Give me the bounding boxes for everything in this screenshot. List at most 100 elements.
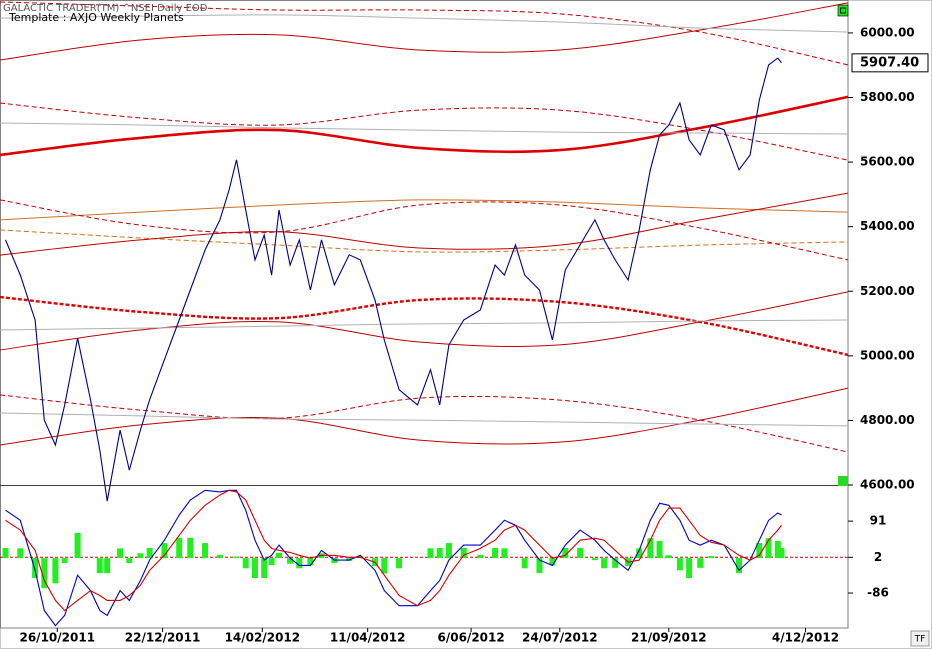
histogram-bar xyxy=(187,537,194,559)
histogram-bar xyxy=(647,538,654,559)
histogram-bar xyxy=(492,547,499,559)
x-tick-label: 22/12/2011 xyxy=(125,631,201,645)
histogram-bar xyxy=(32,558,39,579)
histogram-bar xyxy=(202,543,209,559)
x-tick-label: 26/10/2011 xyxy=(19,631,95,645)
histogram-bar xyxy=(436,547,443,559)
histogram-bar xyxy=(146,547,153,559)
histogram-bar xyxy=(656,541,663,559)
planet-line xyxy=(0,387,849,446)
histogram-bar xyxy=(774,541,781,559)
planet-line xyxy=(0,192,849,256)
x-tick-label: 6/06/2012 xyxy=(438,631,505,645)
planet-line xyxy=(0,291,849,351)
histogram-bar xyxy=(52,558,59,584)
planet-line xyxy=(0,1,849,66)
y-tick-label: 5800.00 xyxy=(860,90,915,104)
x-tick-label: 21/09/2012 xyxy=(631,631,707,645)
planet-line xyxy=(0,319,849,331)
histogram-bar xyxy=(96,558,103,574)
histogram-bar xyxy=(287,558,294,564)
y-tick-label: 4800.00 xyxy=(860,413,915,427)
histogram-bar xyxy=(676,558,683,571)
histogram-bar xyxy=(17,548,24,559)
histogram-bar xyxy=(233,556,240,559)
histogram-bar xyxy=(61,558,68,563)
histogram-bar xyxy=(307,558,314,566)
last-price-box xyxy=(851,53,929,73)
planet-line xyxy=(0,122,849,135)
planet-line xyxy=(0,199,849,261)
y-tick-label: 5000.00 xyxy=(860,348,915,362)
histogram-bar xyxy=(756,543,763,559)
histogram-bar xyxy=(549,558,556,566)
histogram-bar xyxy=(591,558,598,561)
histogram-bar xyxy=(261,558,268,579)
series-line xyxy=(5,489,782,627)
histogram-bar xyxy=(161,543,168,559)
histogram-bar xyxy=(536,558,543,574)
planet-line xyxy=(0,2,849,61)
y-tick-label: 5600.00 xyxy=(860,155,915,169)
planet-line xyxy=(0,229,849,253)
histogram-bar xyxy=(601,558,608,569)
x-tick-label: 11/04/2012 xyxy=(330,631,406,645)
y-tick-label: 5400.00 xyxy=(860,219,915,233)
histogram-bar xyxy=(735,558,742,574)
last-price-label: 5907.40 xyxy=(860,55,919,70)
planet-line xyxy=(0,412,849,427)
histogram-bar xyxy=(765,538,772,559)
histogram-bar xyxy=(445,543,452,559)
tf-label: TF xyxy=(914,635,926,645)
histogram-bar xyxy=(562,547,569,559)
x-tick-label: 4/12/2012 xyxy=(772,631,839,645)
histogram-bar xyxy=(126,558,133,563)
histogram-bar xyxy=(665,555,672,559)
series-line xyxy=(4,57,782,502)
histogram-bar xyxy=(176,537,183,559)
y-tick-label: 4600.00 xyxy=(860,478,915,492)
planet-line xyxy=(0,14,849,33)
planet-line xyxy=(0,199,849,221)
histogram-bar xyxy=(477,554,484,559)
histogram-bar xyxy=(427,548,434,559)
y-tick-label: 91 xyxy=(870,514,887,528)
histogram-bar xyxy=(521,558,528,569)
histogram-bar xyxy=(708,556,715,559)
histogram-bar xyxy=(137,553,144,559)
planet-line xyxy=(0,95,849,157)
histogram-bar xyxy=(74,532,81,559)
y-tick-label: 2 xyxy=(874,550,882,564)
histogram-bar xyxy=(275,552,282,559)
marks xyxy=(0,1,929,632)
corner-icon xyxy=(840,7,846,14)
corner-button[interactable] xyxy=(837,4,849,17)
plot-border xyxy=(0,0,849,629)
histogram-bar xyxy=(501,548,508,559)
histogram-bar xyxy=(117,548,124,559)
histogram-bar xyxy=(778,547,785,559)
histogram-bar xyxy=(104,558,111,574)
histogram-bar xyxy=(2,547,9,559)
histogram-bar xyxy=(381,558,388,574)
x-tick-label: 14/02/2012 xyxy=(225,631,301,645)
y-tick-label: -86 xyxy=(867,586,889,600)
histogram-bar xyxy=(636,548,643,559)
histogram-bar xyxy=(296,558,303,569)
histogram-bar xyxy=(41,558,48,589)
histogram-bar xyxy=(612,558,619,568)
histogram-bar xyxy=(460,547,467,559)
y-tick-label: 6000.00 xyxy=(860,25,915,39)
panel-handle[interactable] xyxy=(838,476,848,486)
chart-title: Template : AXJO Weekly Planets xyxy=(8,11,184,24)
chart-subtitle: GALACTIC TRADER(TM) ^NSEI Daily EOD xyxy=(3,3,208,14)
histogram-bar xyxy=(396,558,403,569)
x-tick-label: 24/07/2012 xyxy=(522,631,598,645)
histogram-bar xyxy=(686,558,693,579)
series-line xyxy=(5,489,782,612)
tf-button[interactable] xyxy=(910,630,930,647)
histogram-bar xyxy=(216,554,223,559)
histogram-bar xyxy=(577,547,584,559)
